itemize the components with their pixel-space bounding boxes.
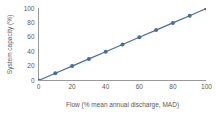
svg-text:80: 80 [27, 19, 35, 26]
svg-text:20: 20 [27, 62, 35, 69]
svg-text:Flow (% mean annual discharge,: Flow (% mean annual discharge, MAD) [66, 101, 179, 109]
svg-text:20: 20 [68, 83, 76, 90]
svg-text:0: 0 [31, 77, 35, 84]
svg-text:100: 100 [24, 5, 35, 12]
svg-text:System capacity (%): System capacity (%) [6, 15, 14, 74]
svg-text:40: 40 [102, 83, 110, 90]
svg-text:0: 0 [37, 83, 41, 90]
svg-text:80: 80 [169, 83, 177, 90]
svg-text:60: 60 [27, 33, 35, 40]
svg-text:60: 60 [136, 83, 144, 90]
svg-text:40: 40 [27, 48, 35, 55]
svg-text:100: 100 [201, 83, 212, 90]
